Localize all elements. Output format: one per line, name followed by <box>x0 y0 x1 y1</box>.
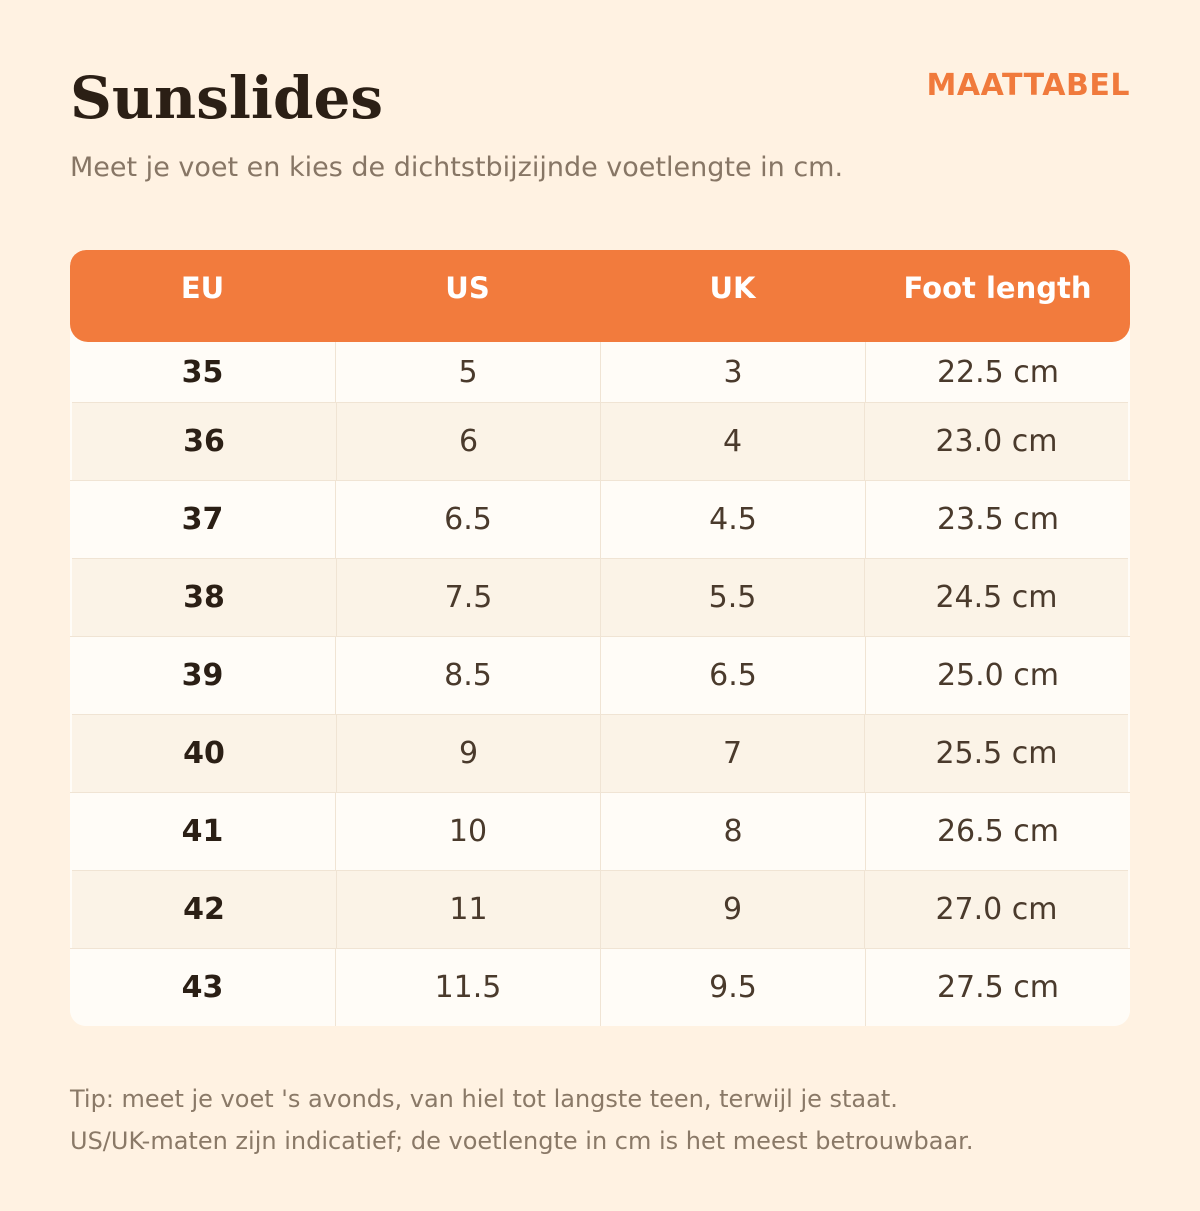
table-row: 38 7.5 5.5 24.5 cm <box>72 558 1128 636</box>
cell-uk: 4 <box>600 403 864 480</box>
page-subtitle: Meet je voet en kies de dichtstbijzijnde… <box>70 152 844 183</box>
column-header-foot-length: Foot length <box>903 271 1092 305</box>
cell-eu: 38 <box>183 580 225 615</box>
cell-us: 6 <box>336 403 600 480</box>
page-title: Sunslides <box>70 64 384 132</box>
cell-us: 8.5 <box>335 637 600 714</box>
cell-foot-length: 26.5 cm <box>865 793 1130 870</box>
cell-eu: 41 <box>181 814 224 849</box>
cell-us: 10 <box>335 793 600 870</box>
cell-eu: 43 <box>181 970 224 1005</box>
cell-us: 7.5 <box>336 559 600 636</box>
cell-us: 5 <box>335 324 600 402</box>
cell-uk: 6.5 <box>600 637 865 714</box>
column-header-uk: UK <box>709 271 756 305</box>
cell-foot-length: 23.0 cm <box>864 403 1128 480</box>
cell-uk: 9.5 <box>600 949 865 1026</box>
cell-us: 11.5 <box>335 949 600 1026</box>
table-header: EU US UK Foot length <box>70 250 1130 342</box>
column-header-us: US <box>445 271 490 305</box>
cell-uk: 8 <box>600 793 865 870</box>
cell-eu: 42 <box>183 892 225 927</box>
cell-us: 9 <box>336 715 600 792</box>
cell-uk: 4.5 <box>600 481 865 558</box>
column-header-eu: EU <box>180 271 225 305</box>
cell-eu: 37 <box>181 502 224 537</box>
cell-eu: 39 <box>181 658 224 693</box>
cell-eu: 35 <box>181 354 224 390</box>
cell-foot-length: 25.5 cm <box>864 715 1128 792</box>
cell-foot-length: 23.5 cm <box>865 481 1130 558</box>
cell-foot-length: 22.5 cm <box>865 324 1130 402</box>
table-row: 41 10 8 26.5 cm <box>70 792 1130 870</box>
table-row: 37 6.5 4.5 23.5 cm <box>70 480 1130 558</box>
cell-uk: 3 <box>600 324 865 402</box>
tip-line-1: Tip: meet je voet 's avonds, van hiel to… <box>70 1085 898 1113</box>
cell-eu: 36 <box>183 424 225 459</box>
tip-line-2: US/UK-maten zijn indicatief; de voetleng… <box>70 1127 974 1155</box>
cell-foot-length: 25.0 cm <box>865 637 1130 714</box>
size-table: EU US UK Foot length 35 5 3 22.5 cm 36 6… <box>70 250 1130 1026</box>
tip-note: Tip: meet je voet 's avonds, van hiel to… <box>70 1078 973 1162</box>
cell-uk: 7 <box>600 715 864 792</box>
table-row: 43 11.5 9.5 27.5 cm <box>70 948 1130 1026</box>
cell-foot-length: 27.0 cm <box>864 871 1128 948</box>
cell-us: 11 <box>336 871 600 948</box>
table-row: 40 9 7 25.5 cm <box>72 714 1128 792</box>
table-row: 42 11 9 27.0 cm <box>72 870 1128 948</box>
cell-foot-length: 27.5 cm <box>865 949 1130 1026</box>
cell-uk: 9 <box>600 871 864 948</box>
cell-uk: 5.5 <box>600 559 864 636</box>
table-row: 36 6 4 23.0 cm <box>72 402 1128 480</box>
table-row: 39 8.5 6.5 25.0 cm <box>70 636 1130 714</box>
size-chart-badge: MAATTABEL <box>926 68 1130 103</box>
cell-eu: 40 <box>183 736 225 771</box>
cell-us: 6.5 <box>335 481 600 558</box>
table-body: 35 5 3 22.5 cm 36 6 4 23.0 cm 37 6.5 4.5… <box>70 324 1130 1026</box>
cell-foot-length: 24.5 cm <box>864 559 1128 636</box>
